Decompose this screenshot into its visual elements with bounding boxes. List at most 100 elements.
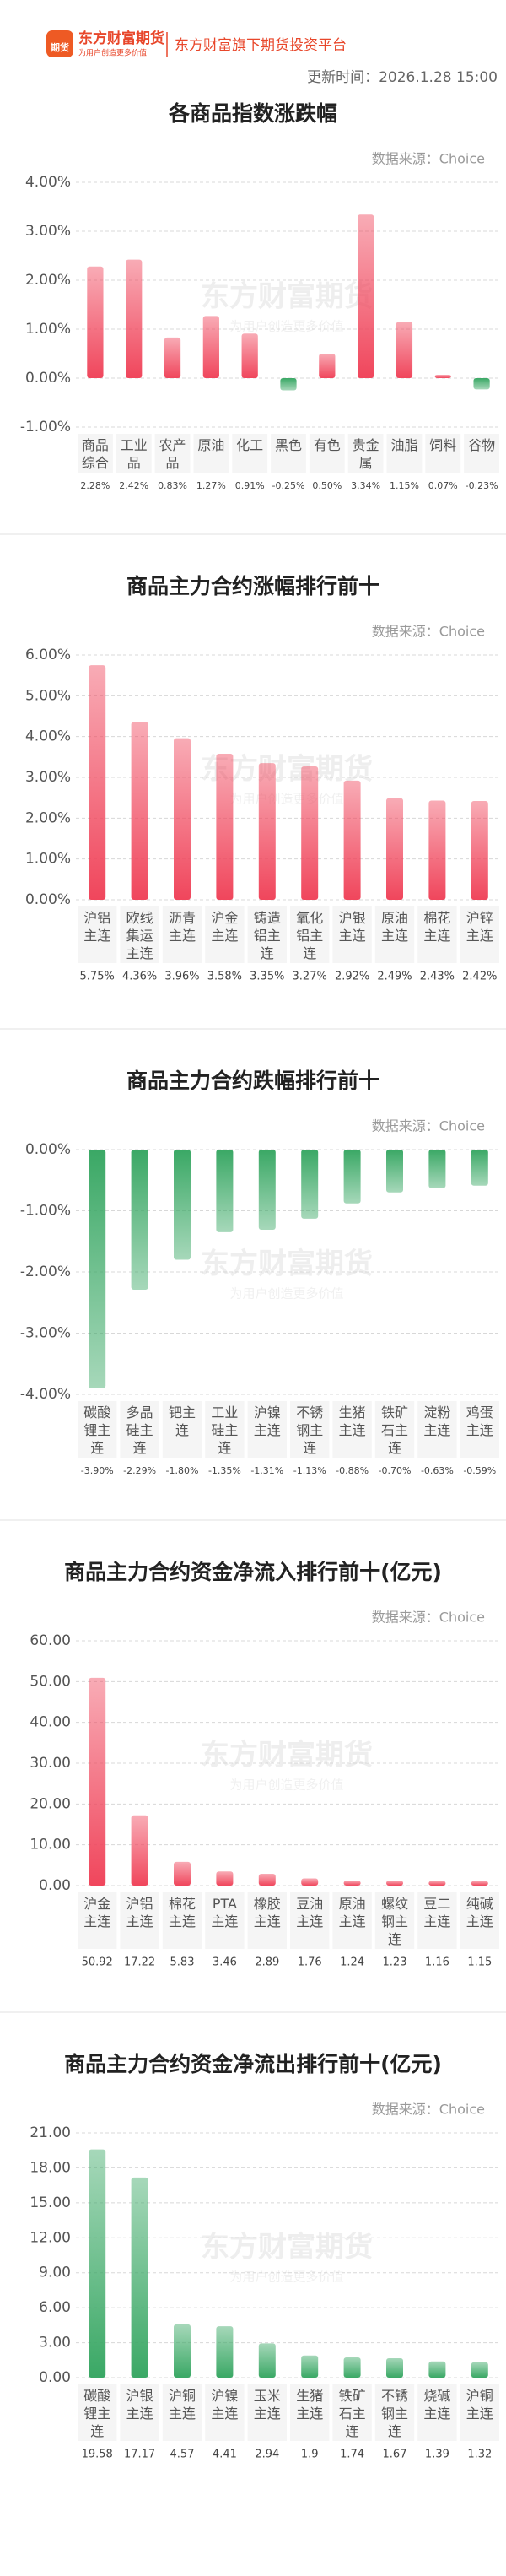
bar [258, 2343, 276, 2378]
label-box [374, 2384, 415, 2441]
label-box [162, 906, 202, 963]
x-tick-label: 商品综合 [82, 437, 109, 471]
value-label: -1.31% [250, 1465, 283, 1476]
value-label: 1.39 [425, 2449, 449, 2461]
watermark: 为用户创造更多价值 [229, 2270, 343, 2285]
watermark: 为用户创造更多价值 [229, 1286, 343, 1302]
bar [343, 2357, 361, 2378]
bar [216, 1871, 234, 1886]
bar [131, 722, 148, 900]
bar [471, 2362, 488, 2378]
value-label: 3.58% [207, 971, 242, 983]
value-label: 1.9 [301, 2449, 319, 2461]
label-box [386, 434, 423, 473]
x-tick-label: 工业硅主连 [211, 1404, 238, 1456]
value-label: 1.27% [196, 480, 226, 491]
label-box [78, 906, 117, 963]
label-box [290, 1892, 330, 1949]
bar [471, 801, 488, 900]
bar [396, 322, 413, 378]
label-box [290, 906, 330, 963]
x-tick-label: 工业品 [121, 437, 148, 471]
x-tick-label: 沪金主连 [83, 1896, 110, 1929]
label-box [78, 434, 113, 473]
x-tick-label: 铁矿石主连 [381, 1404, 408, 1456]
label-box [271, 434, 306, 473]
value-label: 3.35% [250, 971, 284, 983]
bar [319, 354, 336, 378]
x-tick-label: 黑色 [275, 437, 302, 453]
x-tick-label: 沪铜主连 [169, 2388, 196, 2422]
value-label: -0.23% [466, 480, 498, 491]
bar [343, 780, 361, 900]
y-tick-label: 50.00 [30, 1673, 71, 1690]
bar [280, 378, 297, 391]
bar [386, 2357, 403, 2378]
bar [358, 214, 374, 378]
label-box [290, 2384, 330, 2441]
y-tick-label: 15.00 [30, 2194, 71, 2211]
value-label: 5.83 [170, 1956, 195, 1969]
bar [473, 378, 490, 390]
x-tick-label: 不锈钢主连 [296, 1404, 323, 1456]
x-tick-label: 豆二主连 [423, 1896, 450, 1929]
label-box [162, 1892, 202, 1949]
value-label: 5.75% [80, 971, 115, 983]
value-label: 3.96% [164, 971, 199, 983]
value-label: 2.92% [335, 971, 369, 983]
x-tick-label: 贵金属 [353, 437, 380, 471]
x-tick-label: 橡胶主连 [254, 1896, 281, 1929]
label-box [374, 906, 415, 963]
y-tick-label: 6.00 [39, 2299, 71, 2316]
label-box [205, 1401, 245, 1458]
bar [131, 2177, 148, 2378]
value-label: 4.36% [122, 971, 157, 983]
label-box [332, 906, 372, 963]
bar [126, 259, 143, 378]
x-tick-label: 铁矿石主连 [339, 2388, 366, 2439]
label-box [290, 1401, 330, 1458]
bar [241, 333, 258, 378]
label-box [78, 1401, 117, 1458]
chart-title: 商品主力合约资金净流出排行前十(亿元) [64, 2052, 442, 2076]
bar [216, 1150, 234, 1232]
x-tick-label: 玉米主连 [254, 2388, 281, 2422]
slogan: 为用户创造更多价值 [78, 48, 147, 58]
label-box [332, 2384, 372, 2441]
chart-title: 商品主力合约资金净流入排行前十(亿元) [64, 1560, 442, 1584]
bar [301, 1878, 319, 1886]
value-label: 0.83% [158, 480, 187, 491]
label-box [205, 906, 245, 963]
value-label: -0.59% [463, 1465, 496, 1476]
y-tick-label: 2.00% [25, 809, 71, 826]
label-box [247, 906, 287, 963]
watermark: 东方财富期货 [201, 280, 373, 314]
value-label: 1.74 [340, 2449, 364, 2461]
value-label: -0.88% [336, 1465, 369, 1476]
y-tick-label: 10.00 [30, 1837, 71, 1854]
y-tick-label: 0.00 [39, 1877, 71, 1894]
bar [386, 1881, 403, 1886]
bar [301, 766, 319, 900]
label-box [374, 1401, 415, 1458]
value-label: 1.15% [390, 480, 419, 491]
label-box [120, 1401, 159, 1458]
bar [471, 1150, 488, 1186]
value-label: 2.43% [420, 971, 455, 983]
value-label: 2.89 [255, 1956, 279, 1969]
label-box [464, 434, 499, 473]
value-label: 0.50% [312, 480, 342, 491]
bar [174, 1861, 191, 1886]
watermark: 东方财富期货 [201, 1247, 373, 1281]
update-time: 更新时间：2026.1.28 15:00 [307, 69, 498, 86]
value-label: -3.90% [81, 1465, 114, 1476]
bar [174, 2324, 191, 2378]
value-label: 17.22 [124, 1956, 155, 1969]
value-label: -1.80% [166, 1465, 199, 1476]
label-box [332, 1401, 372, 1458]
x-tick-label: 生猪主连 [296, 2388, 323, 2422]
chart-title: 商品主力合约涨幅排行前十 [126, 574, 380, 598]
x-tick-label: 螺纹钢主连 [381, 1896, 408, 1947]
label-box [78, 2384, 117, 2441]
